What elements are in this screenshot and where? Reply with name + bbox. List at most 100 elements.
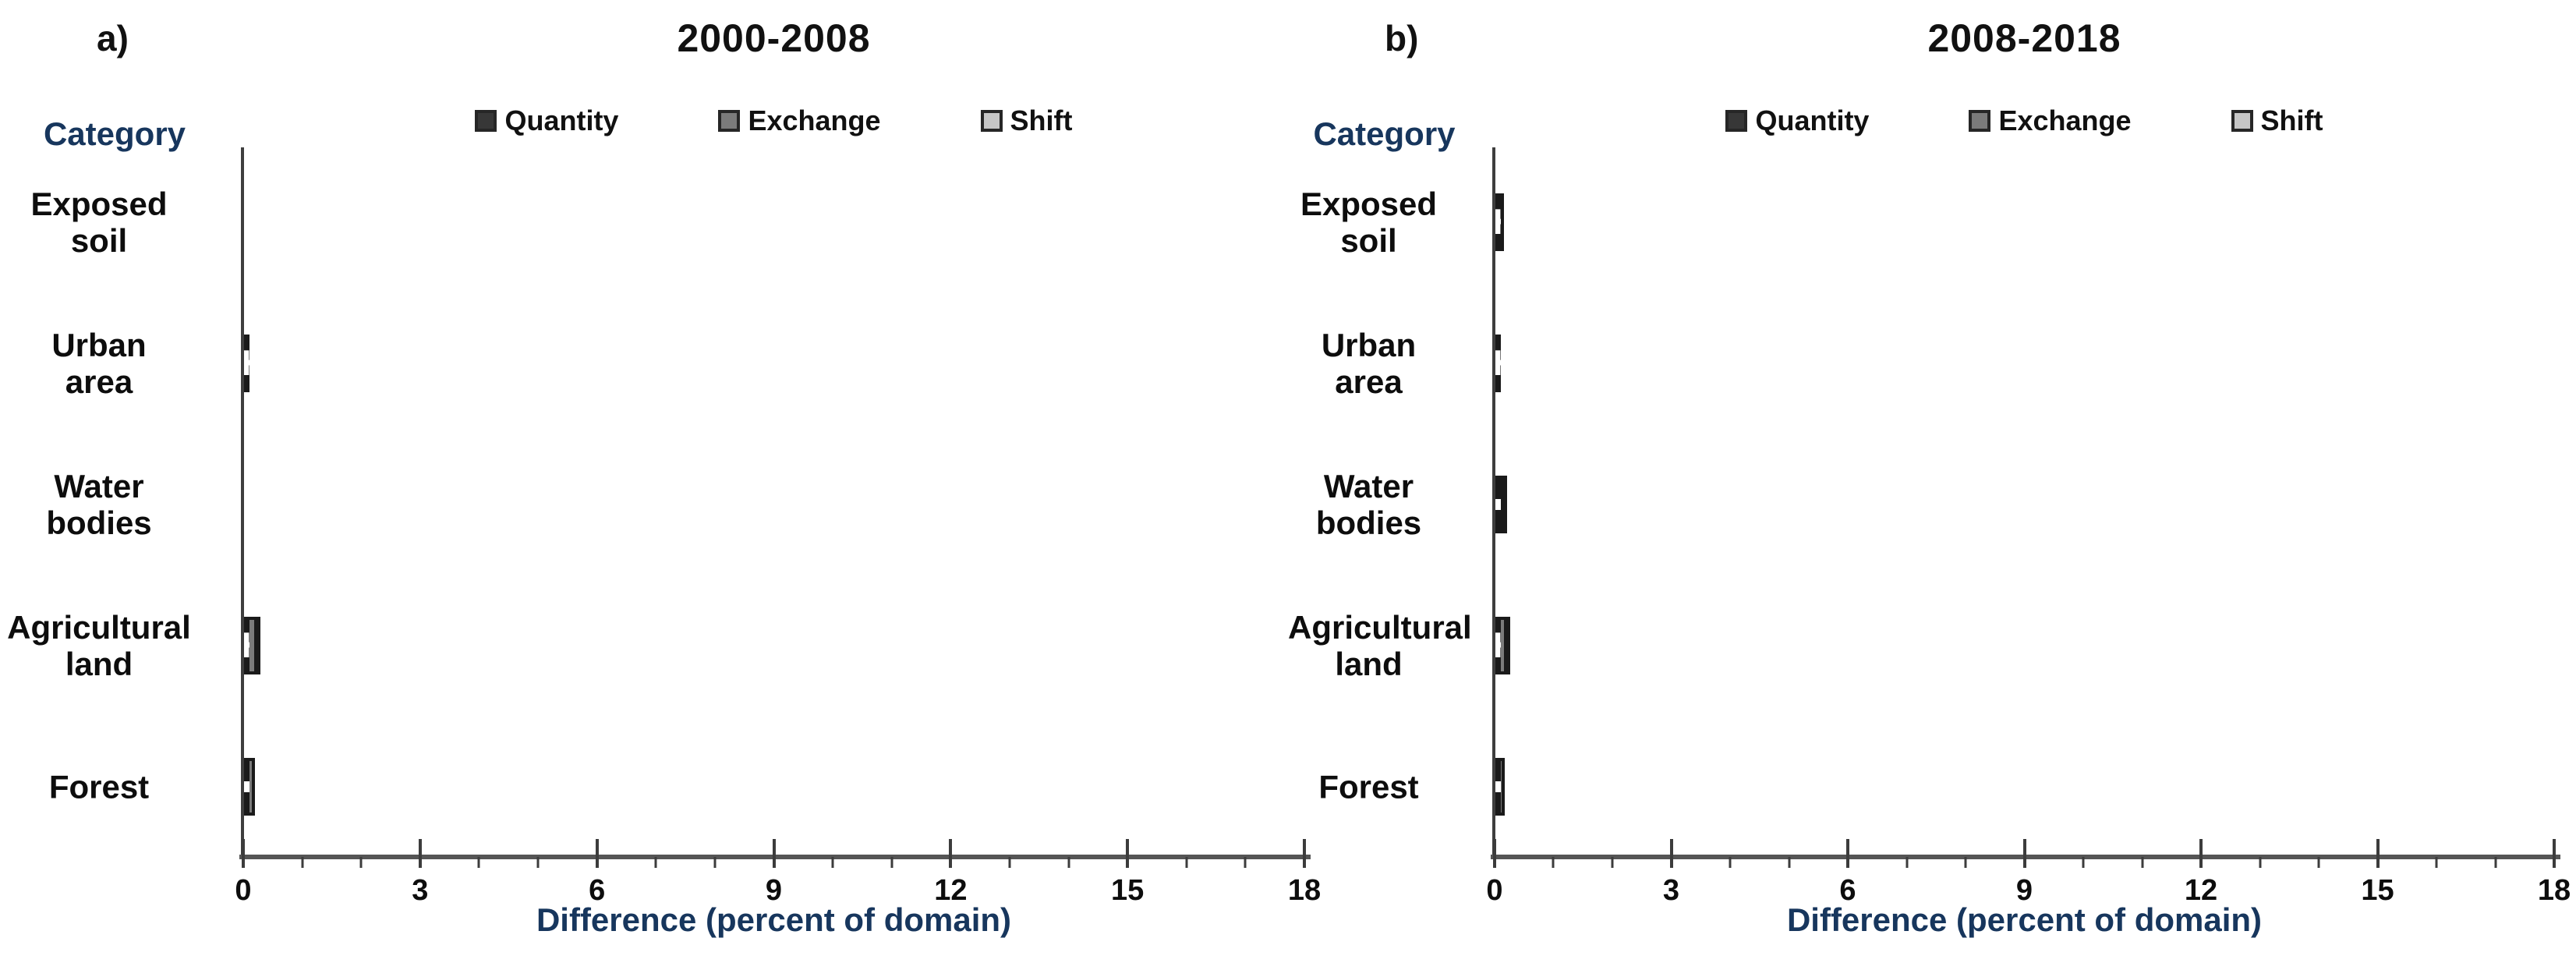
x-axis-minor-tick [477, 857, 480, 868]
x-axis-minor-tick [2259, 857, 2261, 868]
category-label: Forest [1288, 768, 1449, 805]
x-axis-minor-tick [2435, 857, 2438, 868]
x-axis-minor-tick [1067, 857, 1070, 868]
x-axis-minor-tick [1905, 857, 1908, 868]
stacked-bar [1485, 475, 1510, 533]
legend-item-exchange: Exchange [718, 104, 881, 137]
x-axis-tick-label: 6 [1839, 874, 1856, 907]
plot-area: + + + 0 3 6 9 12 15 18 [1484, 147, 2571, 907]
category-label: Exposed soil [1288, 186, 1449, 259]
bar-segment-exchange [249, 616, 257, 674]
category-label-line: soil [70, 222, 128, 260]
category-label-line: Urban [51, 327, 147, 364]
legend-item-shift: Shift [980, 104, 1073, 137]
category-label: Water bodies [1288, 468, 1449, 541]
panel-b: b) 2008-2018 Quantity Exchange Shift Cat… [1288, 0, 2576, 970]
x-axis-major-tick [949, 839, 953, 868]
x-axis-tick-labels: 0 3 6 9 12 15 18 [235, 874, 1321, 913]
bar-segment-shift [1506, 616, 1510, 674]
category-label-line: Agricultural [7, 608, 191, 646]
bar-segment-quantity [1485, 475, 1510, 533]
x-axis-tick-label: 6 [589, 874, 606, 907]
category-label-line: Forest [1318, 768, 1419, 805]
category-label-line: Urban [1321, 327, 1417, 364]
legend-marker-shift-icon [980, 110, 1003, 132]
bar-row [1485, 434, 2554, 575]
x-axis-tick-label: 0 [235, 874, 252, 907]
bar-segment-quantity [234, 757, 259, 816]
category-label-line: Exposed [30, 186, 168, 223]
x-axis-major-tick [1126, 839, 1130, 868]
bar-segment-exchange [1501, 475, 1504, 533]
x-axis-major-tick [2022, 839, 2026, 868]
category-label-line: Forest [48, 768, 150, 805]
bar-segment-quantity: + [232, 335, 260, 393]
x-axis-minor-tick [654, 857, 657, 868]
category-label-line: land [65, 645, 133, 682]
x-axis-minor-tick [1964, 857, 1967, 868]
category-label-line: land [1335, 645, 1403, 682]
panel-title: 2000-2008 [677, 16, 871, 60]
bar-segment-exchange [1501, 193, 1504, 252]
x-axis-minor-tick [1611, 857, 1614, 868]
y-axis-line [241, 147, 244, 857]
legend-label-shift: Shift [1010, 104, 1073, 136]
bar-segment-exchange [249, 757, 256, 816]
x-axis-tick-label: 3 [412, 874, 429, 907]
stacked-bar [1485, 757, 1510, 816]
category-label-line: Water [1323, 467, 1414, 504]
bar-segment-quantity [1485, 757, 1510, 816]
bar-rows: + + + [1484, 152, 2554, 857]
stacked-bar: + [1484, 616, 1512, 674]
minus-sign [1485, 781, 1510, 792]
minus-sign [234, 781, 259, 792]
x-axis-tick-label: 9 [2015, 874, 2033, 907]
x-axis-major-tick [1303, 839, 1306, 868]
bar-segment-shift [257, 616, 260, 674]
category-label: Urban area [1288, 327, 1449, 400]
category-label-line: Water [54, 467, 144, 504]
x-axis-tick-label: 3 [1662, 874, 1680, 907]
legend-label-exchange: Exchange [748, 104, 881, 136]
legend: Quantity Exchange Shift [243, 101, 1304, 140]
bar-segment-quantity: + [1484, 193, 1512, 252]
x-axis-tick-labels: 0 3 6 9 12 15 18 [1486, 874, 2571, 913]
category-label-line: soil [1340, 222, 1397, 260]
bar-row: + [1484, 575, 2554, 716]
bar-row: + [232, 575, 1304, 716]
category-label-line: area [65, 363, 133, 401]
x-axis-major-tick [2553, 839, 2556, 868]
bar-rows: + + [232, 152, 1304, 857]
category-labels: Exposed soil Urban area Water bodies Agricultu… [1288, 152, 1484, 857]
panel-title: 2008-2018 [1927, 16, 2121, 60]
legend-marker-exchange-icon [1969, 110, 1991, 132]
x-axis-tick-label: 12 [934, 874, 968, 907]
category-label: Urban area [0, 327, 198, 400]
x-axis-title: Difference (percent of domain) [536, 901, 1012, 938]
x-axis-minor-tick [890, 857, 893, 868]
x-axis-minor-tick [536, 857, 540, 868]
legend-label-quantity: Quantity [504, 104, 619, 136]
bar-row [243, 152, 1304, 293]
panel-letter: b) [1385, 18, 1419, 58]
x-axis-minor-tick [2317, 857, 2320, 868]
bar-segment-shift [1504, 475, 1507, 533]
category-labels: Exposed soil Urban area Water bodies Agricultu… [0, 152, 232, 857]
legend-marker-exchange-icon [718, 110, 741, 132]
stacked-bar: + [1484, 193, 1512, 252]
category-label-line: bodies [1315, 504, 1422, 541]
x-axis-major-tick [1493, 839, 1496, 868]
x-axis-tick-label: 0 [1486, 874, 1503, 907]
stacked-bar: + [232, 616, 260, 674]
x-axis-minor-tick [2082, 857, 2085, 868]
panel-a: a) 2000-2008 Quantity Exchange Shift Cat… [0, 16, 1321, 938]
x-axis-minor-tick [2141, 857, 2143, 868]
category-label-line: area [1335, 363, 1403, 401]
x-axis-tick-label: 9 [765, 874, 783, 907]
y-axis-line [1492, 147, 1495, 857]
legend-marker-shift-icon [2231, 110, 2253, 132]
bar-segment-quantity: + [232, 616, 260, 674]
bar-row [234, 716, 1304, 857]
x-axis-tick-label: 12 [2184, 874, 2218, 907]
